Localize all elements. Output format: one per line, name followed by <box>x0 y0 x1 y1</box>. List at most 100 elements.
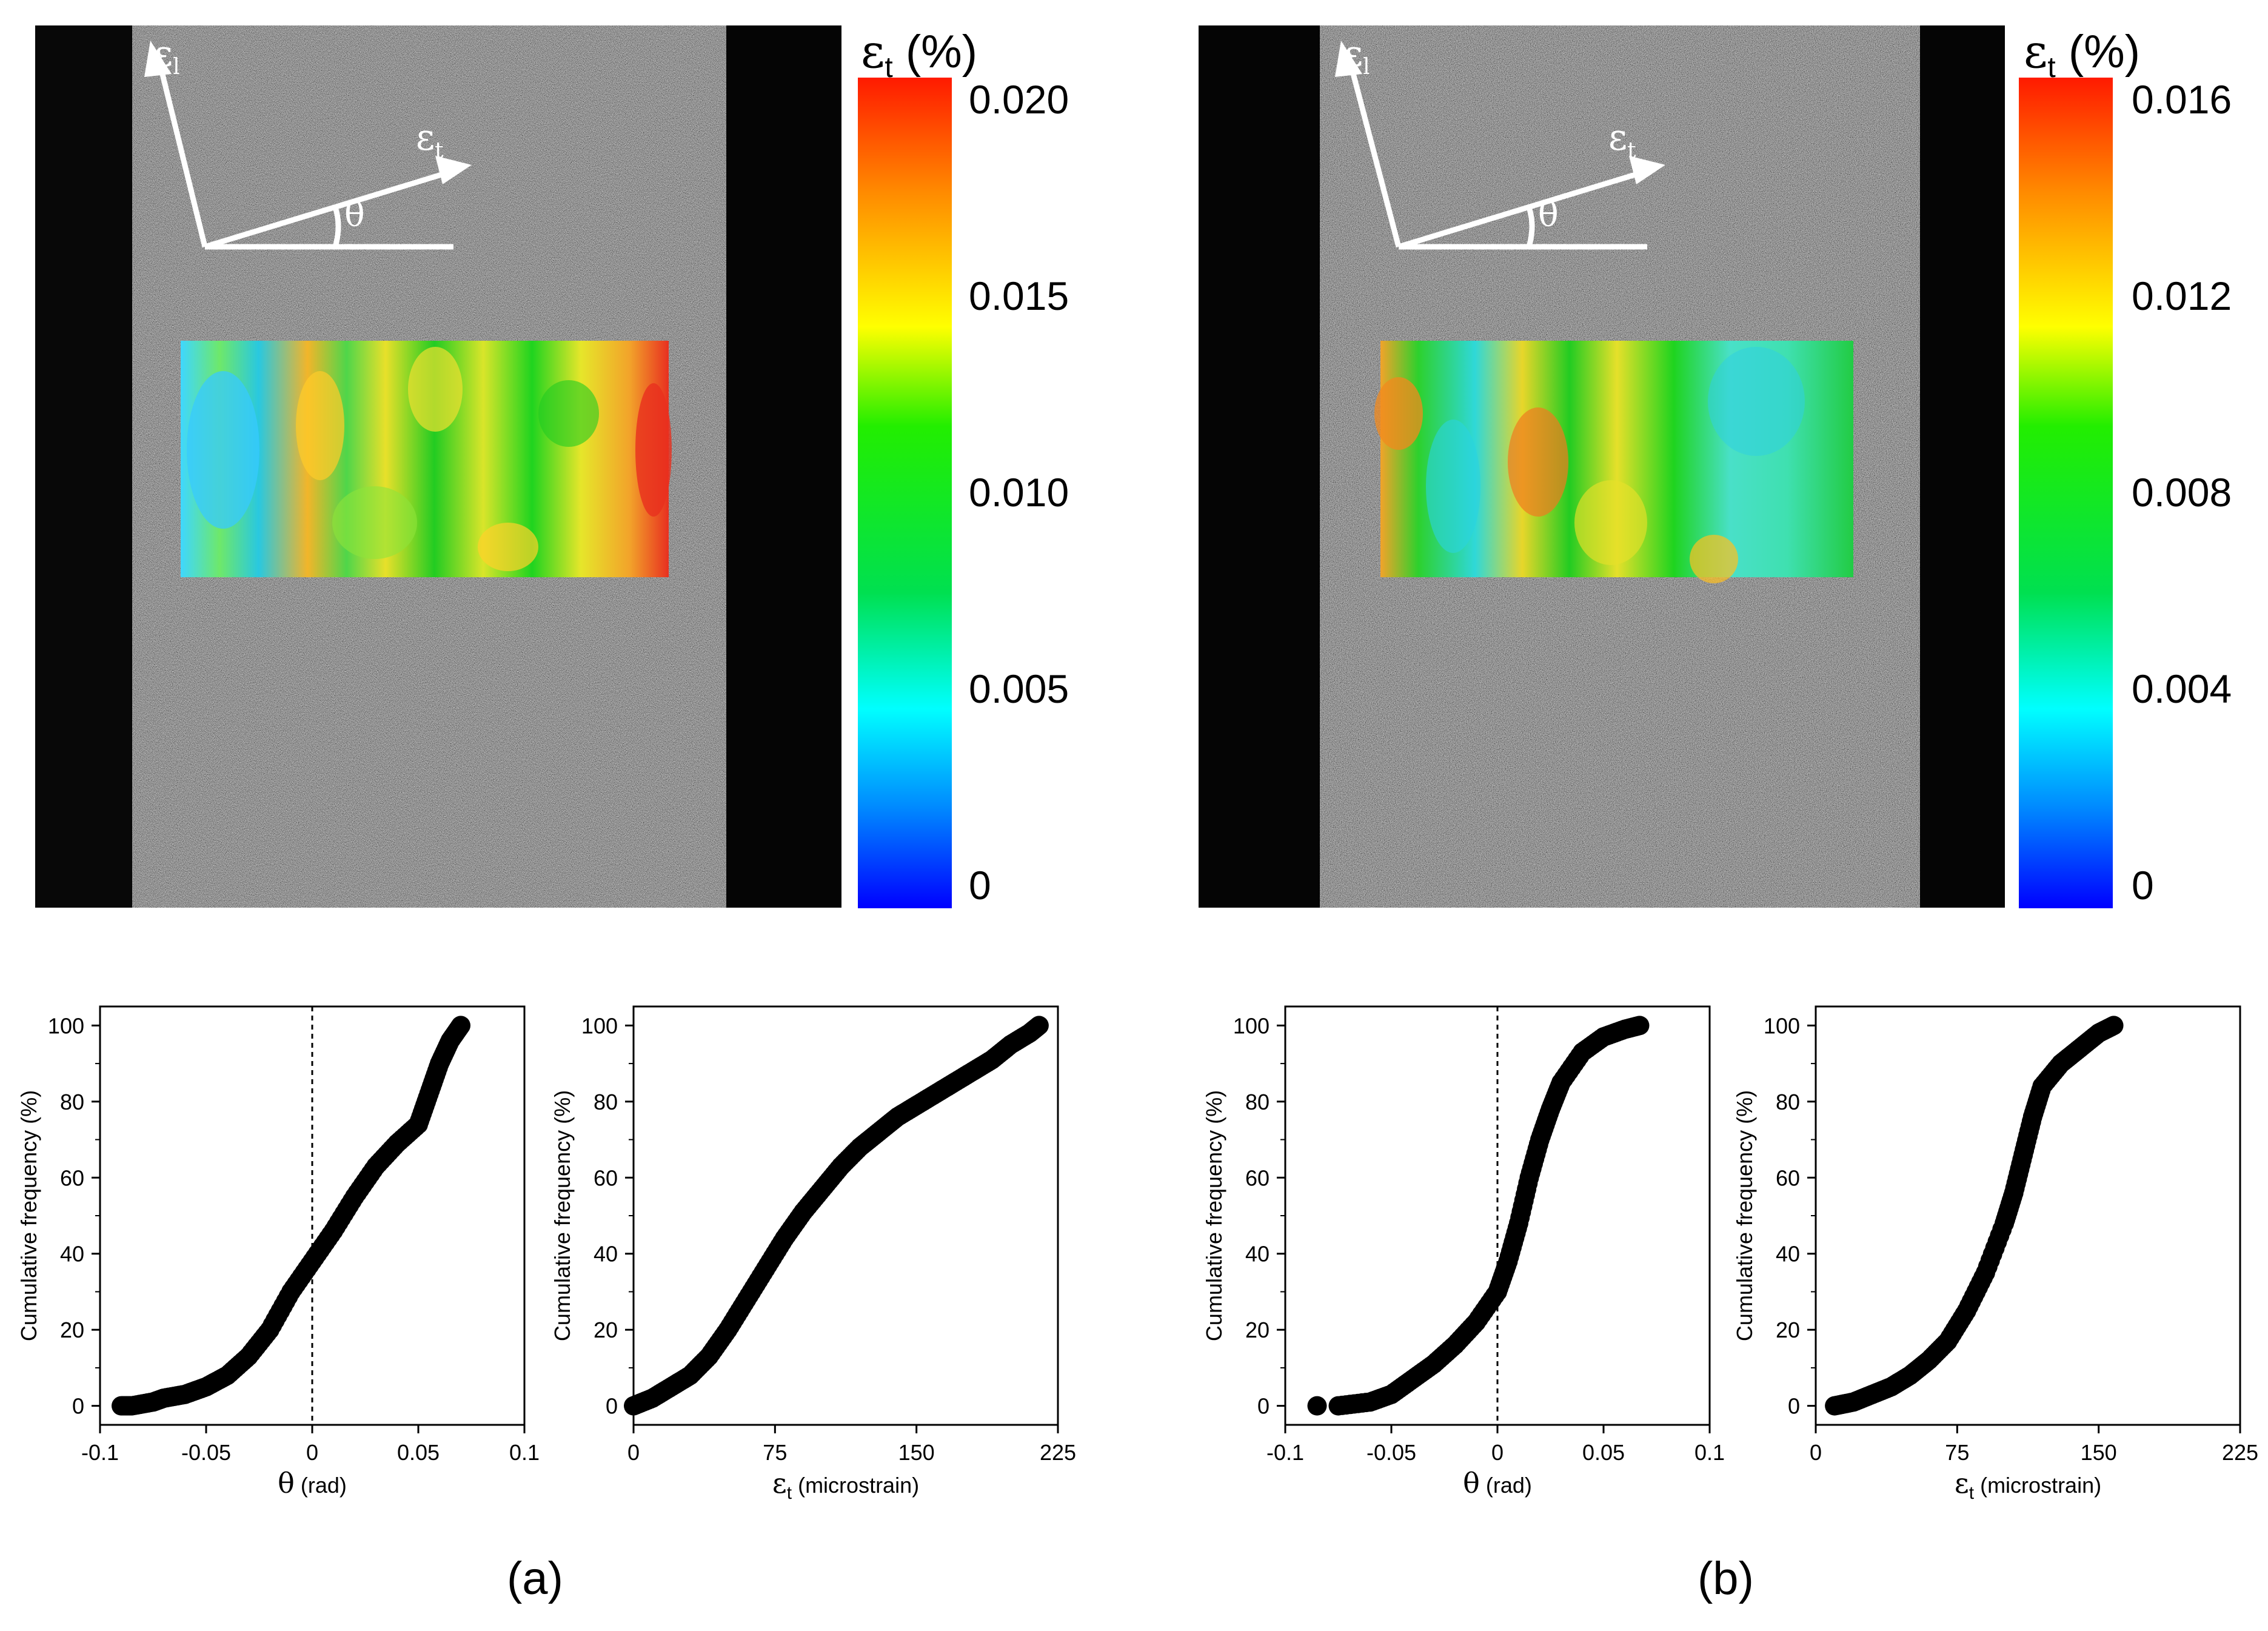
y-tick-label: 20 <box>1245 1318 1269 1342</box>
strain-contour-map <box>181 341 672 577</box>
colorbar-tick: 0.012 <box>2132 273 2232 318</box>
axis-label-epsilon-t: εt <box>1608 116 1636 163</box>
panel-a-image: εl εt θ <box>35 25 841 908</box>
y-tick-label: 60 <box>594 1165 618 1190</box>
panel-a-colorbar: εt (%) 0.020 0.015 0.010 0.005 0 <box>849 24 1091 909</box>
epsilon-l-arrowhead-icon <box>144 41 172 77</box>
colorbar-tick: 0.008 <box>2132 470 2232 515</box>
x-axis-unit: (rad) <box>1480 1473 1532 1498</box>
colorbar-title: εt (%) <box>861 24 978 84</box>
y-tick-label: 20 <box>60 1318 84 1342</box>
angle-label-theta: θ <box>1538 195 1559 235</box>
x-axis-symbol: θ <box>278 1467 295 1499</box>
x-axis-label: θ (rad) <box>1463 1467 1532 1499</box>
y-tick-label: 60 <box>1245 1165 1269 1190</box>
colorbar-title: εt (%) <box>2024 24 2141 84</box>
x-tick-label: 0.05 <box>397 1440 440 1465</box>
x-tick-label: -0.1 <box>1266 1440 1304 1465</box>
y-tick-label: 80 <box>594 1090 618 1114</box>
x-axis-symbol: ε <box>1955 1467 1969 1499</box>
chart-b-strain: 0 20 40 60 80 100 0 75 150 225 Cumulative frequenc… <box>1732 1005 2258 1503</box>
colorbar-tick: 0.010 <box>969 470 1069 515</box>
panel-b-dic-svg <box>1199 25 2005 908</box>
y-tick-label: 40 <box>1776 1242 1800 1267</box>
axis-label-epsilon-t: εt <box>416 116 444 163</box>
y-tick-label: 0 <box>72 1394 84 1419</box>
x-tick-label: 0 <box>1810 1440 1822 1465</box>
x-axis-symbol: ε <box>772 1467 787 1499</box>
y-tick-label: 0 <box>606 1394 618 1419</box>
y-tick-label: 40 <box>60 1242 84 1267</box>
y-tick-label: 0 <box>1257 1394 1269 1419</box>
x-tick-label: 225 <box>1040 1440 1076 1465</box>
epsilon-l-arrowhead-icon <box>1335 41 1362 77</box>
y-tick-label: 80 <box>60 1090 84 1114</box>
x-tick-label: 0 <box>306 1440 318 1465</box>
y-tick-label: 40 <box>594 1242 618 1267</box>
angle-label-theta: θ <box>344 195 365 235</box>
x-tick-label: 225 <box>2222 1440 2258 1465</box>
x-tick-label: 75 <box>763 1440 787 1465</box>
data-point <box>451 1016 470 1036</box>
chart-a-strain: 0 20 40 60 80 100 0 75 150 225 Cumulative frequenc… <box>550 1005 1076 1503</box>
colorbar-gradient <box>858 78 952 908</box>
epsilon-t-arrowhead-icon <box>435 156 472 184</box>
x-tick-label: 0 <box>1491 1440 1504 1465</box>
data-point <box>2104 1016 2124 1036</box>
data-point <box>1630 1016 1650 1036</box>
colorbar-tick: 0.020 <box>969 77 1069 122</box>
x-tick-label: -0.1 <box>81 1440 119 1465</box>
colorbar-tick: 0.016 <box>2132 77 2232 122</box>
figure-caption-a: (a) <box>507 1553 563 1604</box>
colorbar-gradient <box>2019 78 2113 908</box>
colorbar-tick: 0.005 <box>969 666 1069 711</box>
y-tick-label: 100 <box>581 1013 618 1038</box>
x-axis-label: εt (microstrain) <box>772 1467 919 1503</box>
x-tick-label: 0.1 <box>1694 1440 1725 1465</box>
axis-label-epsilon-l: εl <box>1344 33 1370 79</box>
y-tick-label: 60 <box>1776 1165 1800 1190</box>
panel-b-colorbar: εt (%) 0.016 0.012 0.008 0.004 0 <box>2012 24 2260 909</box>
axis-label-epsilon-l: εl <box>154 33 180 79</box>
data-point <box>1029 1016 1049 1036</box>
y-tick-label: 100 <box>1764 1013 1800 1038</box>
x-axis-subscript: t <box>787 1483 792 1503</box>
strain-axes-overlay <box>1347 61 1648 250</box>
x-tick-label: 150 <box>2081 1440 2117 1465</box>
y-tick-label: 100 <box>48 1013 84 1038</box>
y-tick-label: 80 <box>1776 1090 1800 1114</box>
chart-a-theta: 0 20 40 60 80 100 -0.1 -0.05 0 0.05 0.1 Cumulative … <box>16 1005 540 1499</box>
panel-b-image: εl εt θ <box>1199 25 2005 908</box>
y-tick-label: 100 <box>1233 1013 1269 1038</box>
x-tick-label: 75 <box>1945 1440 1969 1465</box>
panel-a-dic-svg <box>35 25 841 908</box>
y-tick-label: 0 <box>1788 1394 1800 1419</box>
strain-contour-map <box>1374 341 1853 583</box>
y-tick-label: 80 <box>1245 1090 1269 1114</box>
y-axis-label: Cumulative frequency (%) <box>1732 1090 1757 1341</box>
y-tick-label: 20 <box>594 1318 618 1342</box>
x-axis-unit: (rad) <box>295 1473 347 1498</box>
x-tick-label: 150 <box>898 1440 935 1465</box>
x-axis-label: θ (rad) <box>278 1467 347 1499</box>
y-axis-label: Cumulative frequency (%) <box>1202 1090 1226 1341</box>
chart-b-theta: 0 20 40 60 80 100 -0.1 -0.05 0 0.05 0.1 Cumulative … <box>1202 1005 1725 1499</box>
colorbar-tick: 0 <box>2132 863 2154 908</box>
x-axis-label: εt (microstrain) <box>1955 1467 2101 1503</box>
x-tick-label: 0.05 <box>1582 1440 1625 1465</box>
x-tick-label: 0.1 <box>509 1440 540 1465</box>
figure-caption-b: (b) <box>1698 1553 1754 1604</box>
y-tick-label: 60 <box>60 1165 84 1190</box>
y-tick-label: 20 <box>1776 1318 1800 1342</box>
epsilon-t-arrowhead-icon <box>1629 156 1665 184</box>
colorbar-tick: 0.004 <box>2132 666 2232 711</box>
strain-axes-overlay <box>156 61 455 250</box>
x-tick-label: 0 <box>627 1440 640 1465</box>
plot-frame <box>1815 1005 2241 1426</box>
x-axis-unit: (microstrain) <box>1974 1473 2101 1498</box>
data-point <box>1307 1396 1327 1416</box>
y-axis-label: Cumulative frequency (%) <box>550 1090 575 1341</box>
y-tick-label: 40 <box>1245 1242 1269 1267</box>
colorbar-tick: 0.015 <box>969 273 1069 318</box>
x-axis-symbol: θ <box>1463 1467 1480 1499</box>
